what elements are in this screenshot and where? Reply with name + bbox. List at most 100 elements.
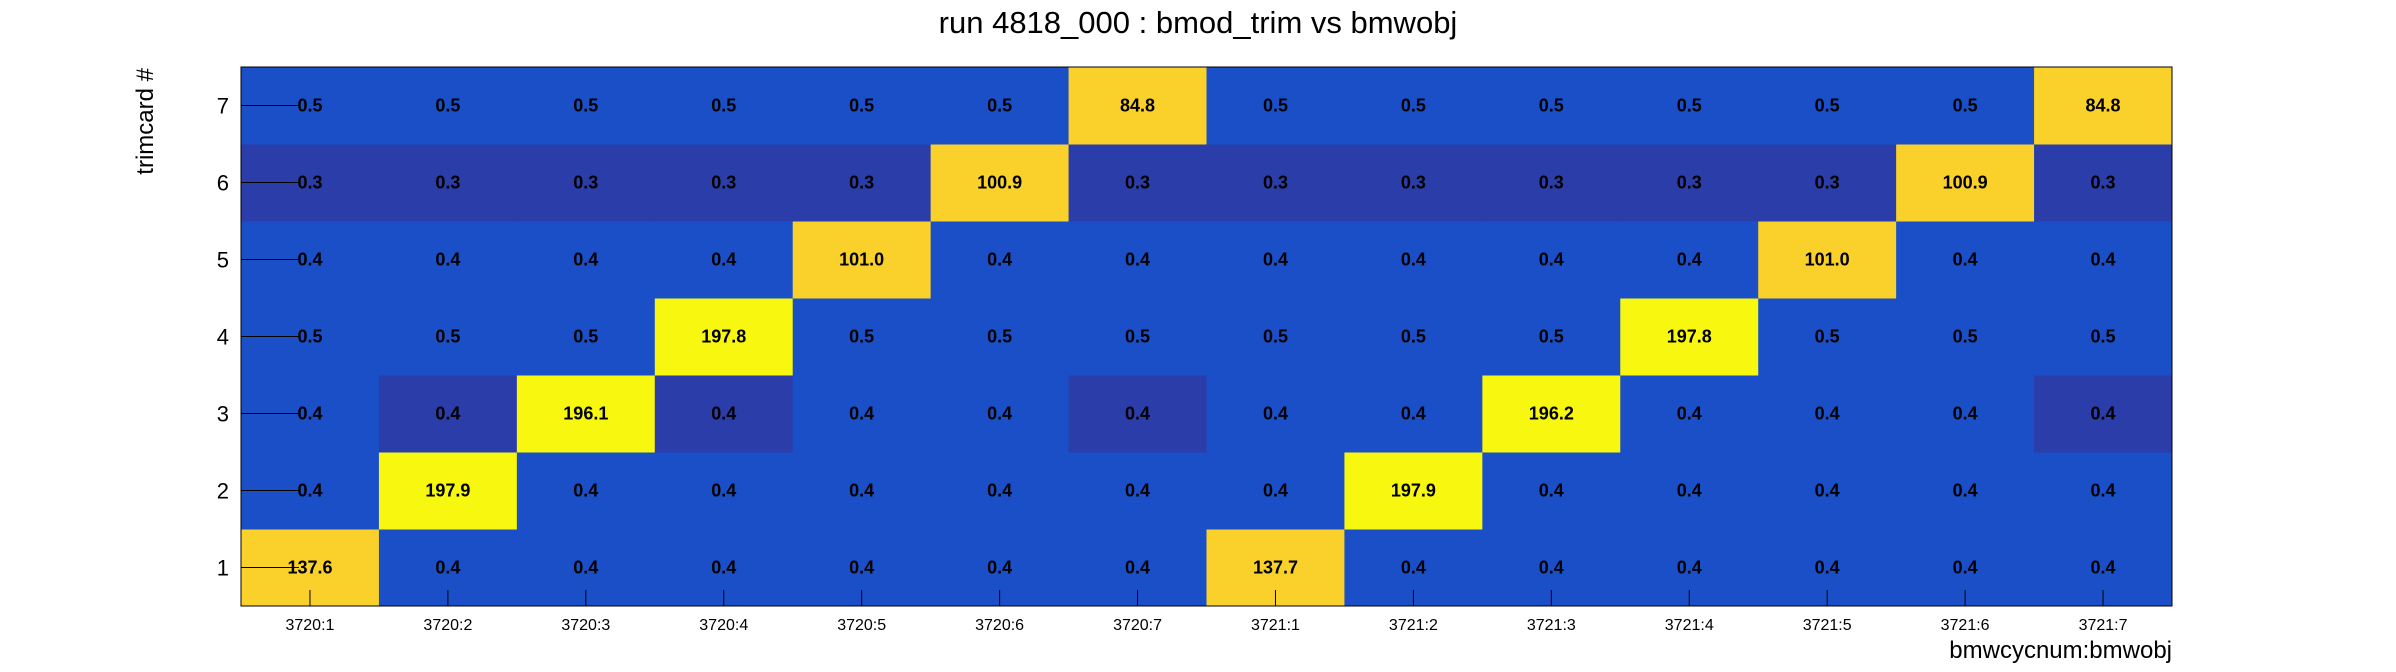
x-tick-label: 3721:3 bbox=[1527, 617, 1576, 634]
heatmap-cell bbox=[1344, 221, 1483, 299]
cell-value-label: 0.5 bbox=[1815, 327, 1840, 347]
cell-value-label: 0.5 bbox=[849, 96, 874, 116]
cell-value-label: 0.4 bbox=[849, 481, 874, 501]
cell-value-label: 0.5 bbox=[573, 327, 598, 347]
heatmap-cell bbox=[1344, 298, 1483, 376]
cell-value-label: 0.5 bbox=[573, 96, 598, 116]
cell-value-label: 196.1 bbox=[563, 404, 608, 424]
x-tick-label: 3721:2 bbox=[1389, 617, 1438, 634]
cell-value-label: 101.0 bbox=[1805, 250, 1850, 270]
heatmap-cell bbox=[1620, 452, 1759, 530]
cell-value-label: 0.4 bbox=[1953, 404, 1978, 424]
cell-value-label: 0.4 bbox=[1401, 404, 1426, 424]
heatmap-cell bbox=[1068, 375, 1207, 453]
cell-value-label: 0.4 bbox=[1125, 250, 1150, 270]
x-tick-label: 3720:5 bbox=[837, 617, 886, 634]
cell-value-label: 0.4 bbox=[1263, 481, 1288, 501]
cell-value-label: 0.4 bbox=[1953, 250, 1978, 270]
cell-value-label: 0.4 bbox=[2091, 250, 2116, 270]
cell-value-label: 0.3 bbox=[435, 173, 460, 193]
cell-value-label: 0.4 bbox=[1539, 558, 1564, 578]
heatmap-cell bbox=[378, 144, 518, 222]
x-tick-label: 3720:4 bbox=[699, 617, 748, 634]
cell-value-label: 0.4 bbox=[1401, 558, 1426, 578]
cell-value-label: 0.4 bbox=[711, 250, 736, 270]
cell-value-label: 0.4 bbox=[573, 558, 598, 578]
heatmap-cell bbox=[1068, 221, 1207, 299]
heatmap-cell bbox=[1620, 67, 1759, 145]
heatmap-cell bbox=[1620, 221, 1759, 299]
chart-title: run 4818_000 : bmod_trim vs bmwobj bbox=[939, 5, 1458, 40]
heatmap-cell bbox=[378, 221, 518, 299]
cell-value-label: 0.3 bbox=[1125, 173, 1150, 193]
cell-value-label: 0.5 bbox=[2091, 327, 2116, 347]
heatmap-cell bbox=[516, 298, 656, 376]
cell-value-label: 0.4 bbox=[1263, 404, 1288, 424]
heatmap-cell bbox=[930, 375, 1070, 453]
heatmap-cell bbox=[1482, 452, 1621, 530]
cell-labels: 137.6 0.4 0.4 0.4 0.4 0.4 0.4 137.7 0.4 0.4 0.4 0.4… bbox=[287, 96, 2120, 578]
cell-value-label: 0.3 bbox=[2091, 173, 2116, 193]
heatmap-cell bbox=[1344, 67, 1483, 145]
cell-value-label: 0.4 bbox=[1815, 481, 1840, 501]
cell-value-label: 0.5 bbox=[1263, 96, 1288, 116]
cell-value-label: 0.3 bbox=[849, 173, 874, 193]
heatmap-cell bbox=[516, 67, 656, 145]
heatmap-cell bbox=[1068, 67, 1207, 145]
heatmap-cell bbox=[930, 144, 1070, 222]
heatmap-cell bbox=[1896, 298, 2035, 376]
x-tick-label: 3720:6 bbox=[975, 617, 1024, 634]
cell-value-label: 0.4 bbox=[435, 250, 460, 270]
cell-value-label: 0.3 bbox=[573, 173, 598, 193]
cell-value-label: 84.8 bbox=[1120, 96, 1155, 116]
heatmap-cell bbox=[1482, 144, 1621, 222]
cell-value-label: 0.4 bbox=[1677, 250, 1702, 270]
cell-value-label: 0.5 bbox=[435, 96, 460, 116]
cell-value-label: 0.5 bbox=[1401, 96, 1426, 116]
heatmap-cell bbox=[516, 144, 656, 222]
heatmap-cell bbox=[1896, 375, 2035, 453]
cell-value-label: 0.5 bbox=[1539, 96, 1564, 116]
heatmap-cell bbox=[654, 298, 794, 376]
heatmap-cell bbox=[1482, 375, 1621, 453]
heatmap-cell bbox=[378, 375, 518, 453]
heatmap-cell bbox=[1206, 375, 1345, 453]
heatmap-cell bbox=[1896, 221, 2035, 299]
cell-value-label: 197.8 bbox=[1667, 327, 1712, 347]
heatmap-cell bbox=[1896, 67, 2035, 145]
heatmap-cell bbox=[1896, 452, 2035, 530]
cell-value-label: 0.5 bbox=[1401, 327, 1426, 347]
cell-value-label: 0.3 bbox=[1401, 173, 1426, 193]
heatmap-cell bbox=[2034, 67, 2173, 145]
heatmap-cell bbox=[1206, 221, 1345, 299]
cell-value-label: 0.5 bbox=[987, 327, 1012, 347]
cell-value-label: 0.4 bbox=[573, 481, 598, 501]
heatmap-cell bbox=[1758, 452, 1897, 530]
heatmap-cell bbox=[654, 67, 794, 145]
heatmap-cell bbox=[2034, 452, 2173, 530]
cell-value-label: 0.4 bbox=[1125, 481, 1150, 501]
heatmap-cell bbox=[516, 375, 656, 453]
heatmap-cell bbox=[1620, 375, 1759, 453]
cell-value-label: 0.5 bbox=[435, 327, 460, 347]
cell-value-label: 0.5 bbox=[849, 327, 874, 347]
cell-value-label: 0.4 bbox=[1677, 558, 1702, 578]
cell-value-label: 0.5 bbox=[297, 96, 322, 116]
cell-value-label: 0.5 bbox=[1677, 96, 1702, 116]
cell-value-label: 101.0 bbox=[839, 250, 884, 270]
cell-value-label: 137.7 bbox=[1253, 558, 1298, 578]
cell-value-label: 0.5 bbox=[1539, 327, 1564, 347]
cell-value-label: 197.8 bbox=[701, 327, 746, 347]
y-axis-title: trimcard # bbox=[132, 67, 159, 174]
heatmap-cell bbox=[1068, 452, 1207, 530]
cell-value-label: 0.3 bbox=[1263, 173, 1288, 193]
heatmap-cell bbox=[1344, 144, 1483, 222]
heatmap-cell bbox=[1206, 452, 1345, 530]
heatmap-cell bbox=[516, 221, 656, 299]
heatmap-cell bbox=[2034, 298, 2173, 376]
cell-value-label: 0.4 bbox=[849, 404, 874, 424]
heatmap-cell bbox=[930, 452, 1070, 530]
heatmap-cell bbox=[1758, 67, 1897, 145]
heatmap-cell bbox=[2034, 144, 2173, 222]
